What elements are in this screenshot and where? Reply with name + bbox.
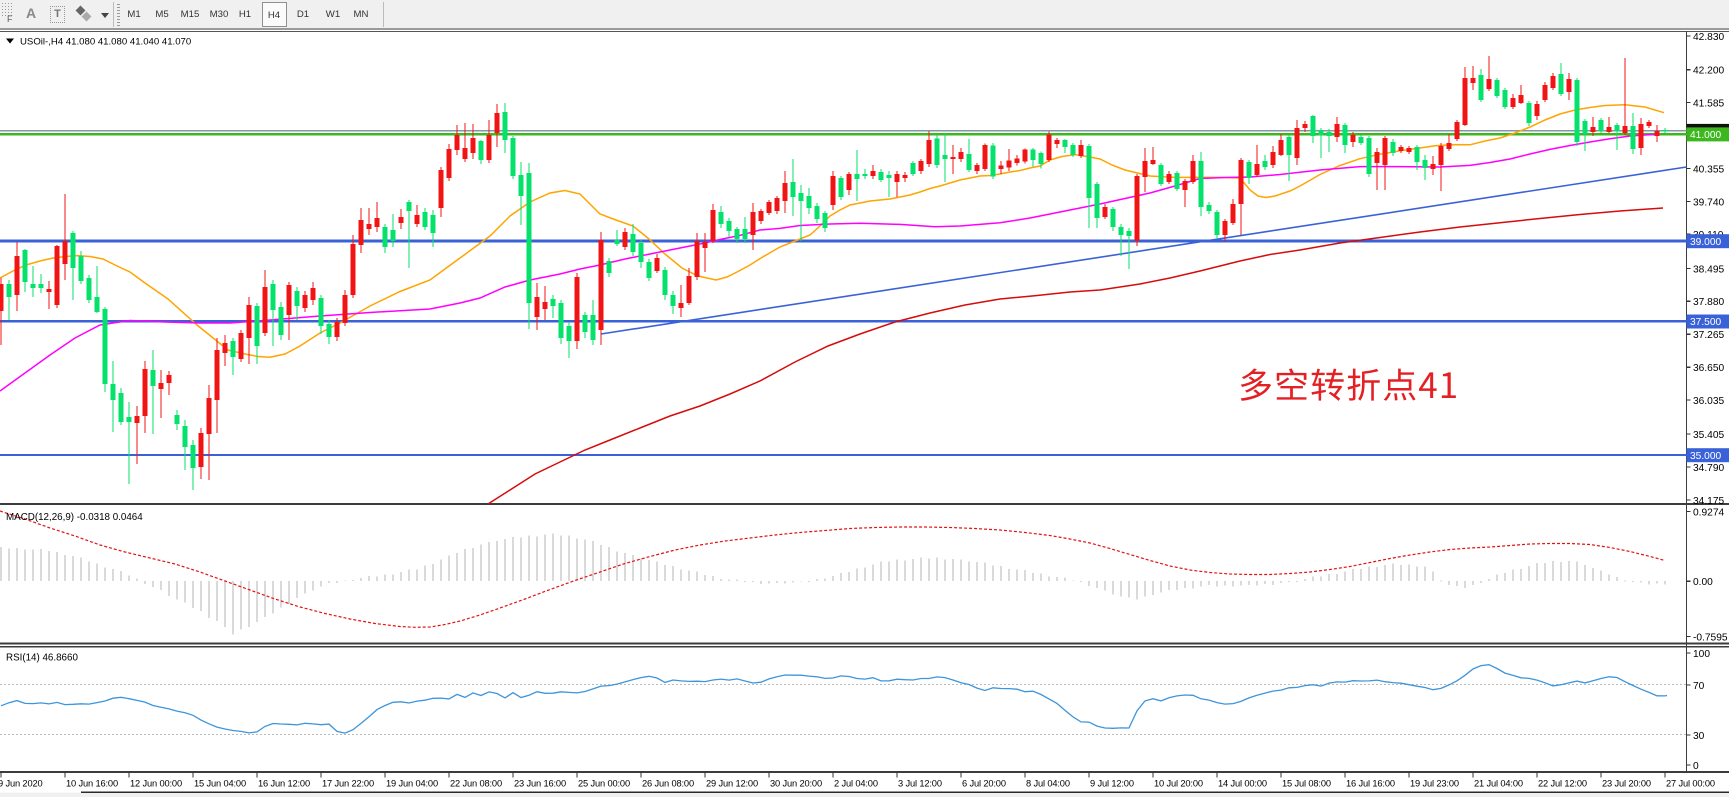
svg-text:3 Jul 12:00: 3 Jul 12:00 (898, 779, 942, 789)
svg-text:19 Jul 23:00: 19 Jul 23:00 (1410, 779, 1459, 789)
svg-text:41.585: 41.585 (1693, 99, 1724, 110)
svg-text:100: 100 (1693, 649, 1710, 660)
svg-text:0.9274: 0.9274 (1693, 508, 1724, 519)
svg-text:38.495: 38.495 (1693, 264, 1724, 275)
svg-text:21 Jul 04:00: 21 Jul 04:00 (1474, 779, 1523, 789)
svg-text:37.880: 37.880 (1693, 297, 1724, 308)
svg-text:35.000: 35.000 (1690, 451, 1721, 462)
svg-text:RSI(14) 46.8660: RSI(14) 46.8660 (6, 653, 78, 664)
svg-text:16 Jun 12:00: 16 Jun 12:00 (258, 779, 310, 789)
svg-text:8 Jul 04:00: 8 Jul 04:00 (1026, 779, 1070, 789)
svg-text:27 Jul 00:00: 27 Jul 00:00 (1666, 779, 1715, 789)
svg-text:22 Jun 08:00: 22 Jun 08:00 (450, 779, 502, 789)
svg-text:35.405: 35.405 (1693, 430, 1724, 441)
svg-text:30 Jun 20:00: 30 Jun 20:00 (770, 779, 822, 789)
svg-text:30: 30 (1693, 731, 1705, 742)
svg-text:23 Jul 20:00: 23 Jul 20:00 (1602, 779, 1651, 789)
svg-text:10 Jul 20:00: 10 Jul 20:00 (1154, 779, 1203, 789)
svg-text:0.00: 0.00 (1693, 577, 1713, 588)
svg-text:15 Jul 08:00: 15 Jul 08:00 (1282, 779, 1331, 789)
svg-text:42.200: 42.200 (1693, 66, 1724, 77)
svg-text:70: 70 (1693, 681, 1705, 692)
svg-text:36.650: 36.650 (1693, 363, 1724, 374)
svg-text:34.790: 34.790 (1693, 463, 1724, 474)
svg-text:-0.7595: -0.7595 (1693, 632, 1728, 643)
svg-text:26 Jun 08:00: 26 Jun 08:00 (642, 779, 694, 789)
svg-text:25 Jun 00:00: 25 Jun 00:00 (578, 779, 630, 789)
svg-text:16 Jul 16:00: 16 Jul 16:00 (1346, 779, 1395, 789)
svg-text:MACD(12,26,9) -0.0318 0.0464: MACD(12,26,9) -0.0318 0.0464 (6, 512, 143, 523)
svg-text:14 Jul 00:00: 14 Jul 00:00 (1218, 779, 1267, 789)
svg-text:42.830: 42.830 (1693, 32, 1724, 43)
svg-text:29 Jun 12:00: 29 Jun 12:00 (706, 779, 758, 789)
svg-text:34.175: 34.175 (1693, 496, 1724, 507)
svg-text:10 Jun 16:00: 10 Jun 16:00 (66, 779, 118, 789)
svg-text:2 Jul 04:00: 2 Jul 04:00 (834, 779, 878, 789)
svg-text:17 Jun 22:00: 17 Jun 22:00 (322, 779, 374, 789)
svg-text:37.500: 37.500 (1690, 317, 1721, 328)
svg-text:12 Jun 00:00: 12 Jun 00:00 (130, 779, 182, 789)
svg-text:39.000: 39.000 (1690, 237, 1721, 248)
svg-text:23 Jun 16:00: 23 Jun 16:00 (514, 779, 566, 789)
svg-text:15 Jun 04:00: 15 Jun 04:00 (194, 779, 246, 789)
svg-text:USOil-,H4 41.080 41.080 41.04: USOil-,H4 41.080 41.080 41.040 41.070 (20, 37, 191, 48)
svg-text:9 Jun 2020: 9 Jun 2020 (0, 779, 43, 789)
svg-text:40.355: 40.355 (1693, 165, 1724, 176)
svg-text:6 Jul 20:00: 6 Jul 20:00 (962, 779, 1006, 789)
svg-text:36.035: 36.035 (1693, 396, 1724, 407)
svg-text:0: 0 (1693, 761, 1699, 772)
svg-text:19 Jun 04:00: 19 Jun 04:00 (386, 779, 438, 789)
svg-text:41.000: 41.000 (1690, 130, 1721, 141)
svg-text:22 Jul 12:00: 22 Jul 12:00 (1538, 779, 1587, 789)
svg-text:39.740: 39.740 (1693, 198, 1724, 209)
svg-text:9 Jul 12:00: 9 Jul 12:00 (1090, 779, 1134, 789)
svg-text:37.265: 37.265 (1693, 330, 1724, 341)
